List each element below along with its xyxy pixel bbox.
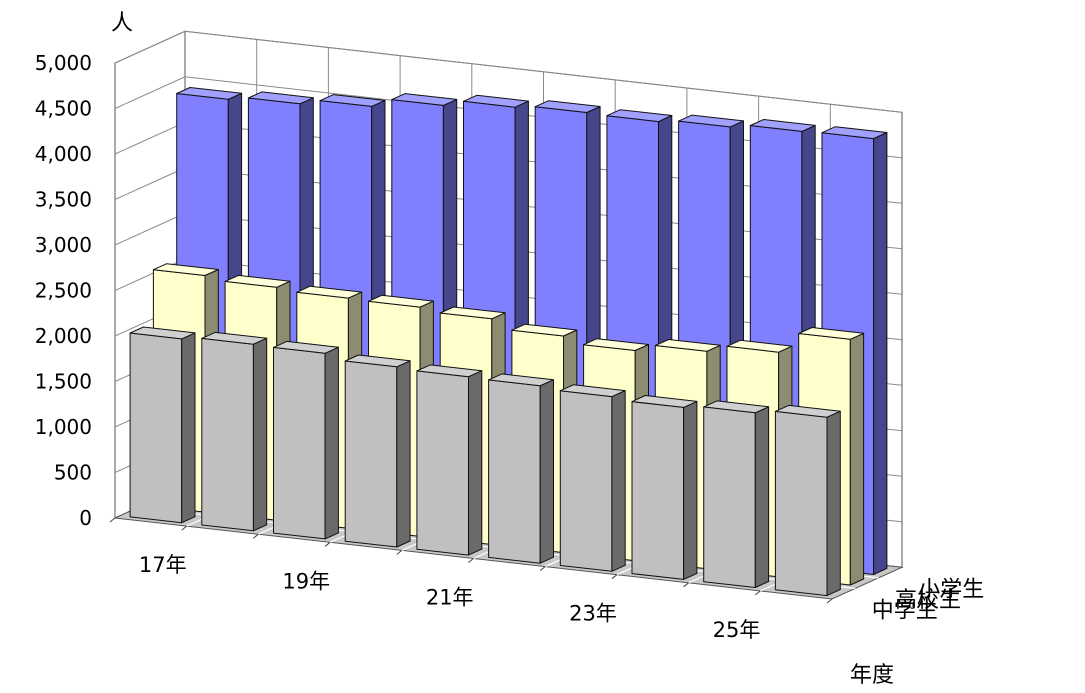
x-tick-mark (827, 599, 832, 603)
bar-face-side (612, 391, 625, 572)
x-tick-mark (182, 526, 187, 530)
x-tick-mark (684, 583, 689, 587)
bar-face-front (775, 411, 827, 595)
bar-face-side (469, 371, 482, 555)
y-tick-label: 5,000 (35, 51, 92, 75)
bar-face-side (325, 347, 338, 539)
bar-elementary-23年 (560, 385, 625, 572)
bar-elementary-19年 (274, 341, 339, 539)
y-tick-label: 2,000 (35, 324, 92, 348)
x-tick-mark (325, 542, 330, 546)
x-tick-label: 19年 (282, 569, 330, 593)
y-tick-label: 500 (54, 461, 92, 485)
bar-face-front (704, 407, 756, 588)
bar-face-side (253, 338, 266, 531)
bar-face-front (417, 371, 469, 555)
x-tick-mark (253, 534, 258, 538)
bar-face-front (202, 338, 254, 530)
bar-face-front (130, 333, 182, 523)
x-tick-mark (755, 591, 760, 595)
y-tick-label: 1,500 (35, 370, 92, 394)
y-tick-label: 3,000 (35, 233, 92, 257)
bar-face-front (274, 347, 326, 539)
y-axis-unit-label: 人 (111, 11, 133, 36)
x-tick-mark (469, 559, 474, 563)
bar-face-front (345, 361, 397, 547)
bar-face-side (827, 411, 840, 595)
bar-face-side (540, 380, 553, 564)
x-tick-label: 21年 (426, 586, 474, 610)
x-tick-mark (612, 575, 617, 579)
y-tick-label: 2,500 (35, 279, 92, 303)
bar-face-side (874, 133, 887, 575)
y-tick-label: 3,500 (35, 188, 92, 212)
bar-elementary-21年 (417, 365, 482, 555)
bar-elementary-20年 (345, 355, 410, 547)
bar-face-front (560, 391, 612, 572)
y-tick-label: 0 (79, 506, 92, 530)
x-tick-label: 17年 (139, 553, 187, 577)
bar-elementary-25年 (704, 401, 769, 588)
x-tick-mark (397, 550, 402, 554)
x-tick-mark (540, 567, 545, 571)
bar-face-side (182, 333, 195, 523)
bar-elementary-22年 (489, 374, 554, 563)
y-tick-label: 1,000 (35, 415, 92, 439)
bar-face-side (850, 333, 863, 585)
x-tick-mark (110, 518, 115, 522)
x-axis-title: 年度 (850, 663, 894, 688)
bar-elementary-17年 (130, 327, 195, 523)
bar-face-front (489, 380, 541, 563)
bar-elementary-26年 (775, 405, 840, 595)
bar-face-front (632, 402, 684, 580)
bar-elementary-18年 (202, 332, 267, 530)
bar-face-side (397, 361, 410, 547)
y-tick-label: 4,000 (35, 142, 92, 166)
series-axis-label: 小学生 (918, 578, 984, 603)
bar-face-side (684, 401, 697, 579)
x-tick-label: 25年 (713, 618, 761, 642)
bar-face-side (755, 407, 768, 588)
x-tick-label: 23年 (569, 602, 617, 626)
bar-elementary-24年 (632, 396, 697, 580)
y-tick-label: 4,500 (35, 97, 92, 121)
